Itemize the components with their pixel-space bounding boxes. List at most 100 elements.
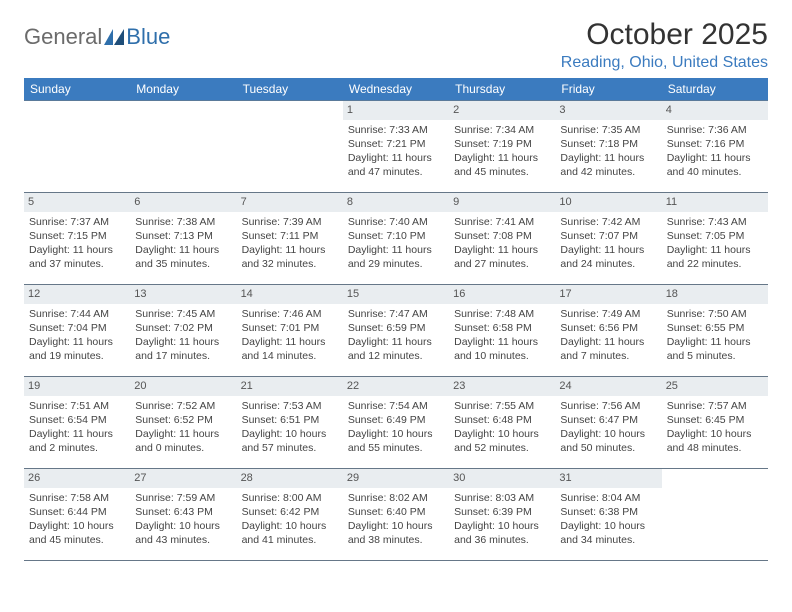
day-detail-text: Sunrise: 8:00 AMSunset: 6:42 PMDaylight:… xyxy=(242,491,338,548)
day-number: 25 xyxy=(662,377,768,396)
day-detail-text: Sunrise: 7:46 AMSunset: 7:01 PMDaylight:… xyxy=(242,307,338,364)
calendar-page: General Blue October 2025 Reading, Ohio,… xyxy=(0,0,792,612)
calendar-day-cell: 15 Sunrise: 7:47 AMSunset: 6:59 PMDayligh… xyxy=(343,285,449,377)
brand-mark-icon xyxy=(104,29,124,45)
day-number: 8 xyxy=(343,193,449,212)
day-detail-text: Sunrise: 7:43 AMSunset: 7:05 PMDaylight:… xyxy=(667,215,763,272)
calendar-empty-cell: . xyxy=(662,469,768,561)
calendar-empty-cell: . xyxy=(130,101,236,193)
calendar-week-row: 19 Sunrise: 7:51 AMSunset: 6:54 PMDayligh… xyxy=(24,377,768,469)
day-number: 5 xyxy=(24,193,130,212)
day-detail-text: Sunrise: 7:47 AMSunset: 6:59 PMDaylight:… xyxy=(348,307,444,364)
day-detail-text: Sunrise: 7:49 AMSunset: 6:56 PMDaylight:… xyxy=(560,307,656,364)
calendar-day-cell: 30Sunrise: 8:03 AMSunset: 6:39 PMDayligh… xyxy=(449,469,555,561)
calendar-day-cell: 7Sunrise: 7:39 AMSunset: 7:11 PMDaylight… xyxy=(237,193,343,285)
calendar-day-cell: 16Sunrise: 7:48 AMSunset: 6:58 PMDayligh… xyxy=(449,285,555,377)
day-number: 17 xyxy=(555,285,661,304)
day-number: 24 xyxy=(555,377,661,396)
weekday-header: Sunday xyxy=(24,78,130,101)
day-number: 12 xyxy=(24,285,130,304)
calendar-table: SundayMondayTuesdayWednesdayThursdayFrid… xyxy=(24,78,768,561)
day-number: 29 xyxy=(343,469,449,488)
day-number: 26 xyxy=(24,469,130,488)
day-detail-text: Sunrise: 7:54 AMSunset: 6:49 PMDaylight:… xyxy=(348,399,444,456)
weekday-header: Friday xyxy=(555,78,661,101)
day-number: 14 xyxy=(237,285,343,304)
day-number: 15 xyxy=(343,285,449,304)
calendar-week-row: ...1Sunrise: 7:33 AMSunset: 7:21 PMDayli… xyxy=(24,101,768,193)
day-detail-text: Sunrise: 7:53 AMSunset: 6:51 PMDaylight:… xyxy=(242,399,338,456)
page-header: General Blue October 2025 Reading, Ohio,… xyxy=(24,18,768,72)
day-number: 21 xyxy=(237,377,343,396)
calendar-day-cell: 24 Sunrise: 7:56 AMSunset: 6:47 PMDayligh… xyxy=(555,377,661,469)
weekday-header: Wednesday xyxy=(343,78,449,101)
day-number: 27 xyxy=(130,469,236,488)
calendar-day-cell: 29 Sunrise: 8:02 AMSunset: 6:40 PMDayligh… xyxy=(343,469,449,561)
weekday-header: Tuesday xyxy=(237,78,343,101)
day-detail-text: Sunrise: 7:41 AMSunset: 7:08 PMDaylight:… xyxy=(454,215,550,272)
day-detail-text: Sunrise: 7:36 AMSunset: 7:16 PMDaylight:… xyxy=(667,123,763,180)
day-detail-text: Sunrise: 7:59 AMSunset: 6:43 PMDaylight:… xyxy=(135,491,231,548)
day-detail-text: Sunrise: 7:56 AMSunset: 6:47 PMDaylight:… xyxy=(560,399,656,456)
calendar-day-cell: 12Sunrise: 7:44 AMSunset: 7:04 PMDayligh… xyxy=(24,285,130,377)
day-detail-text: Sunrise: 7:45 AMSunset: 7:02 PMDaylight:… xyxy=(135,307,231,364)
day-detail-text: Sunrise: 7:51 AMSunset: 6:54 PMDaylight:… xyxy=(29,399,125,456)
day-detail-text: Sunrise: 7:57 AMSunset: 6:45 PMDaylight:… xyxy=(667,399,763,456)
title-block: October 2025 Reading, Ohio, United State… xyxy=(561,18,768,72)
day-number: 3 xyxy=(555,101,661,120)
day-detail-text: Sunrise: 7:33 AMSunset: 7:21 PMDaylight:… xyxy=(348,123,444,180)
weekday-header: Monday xyxy=(130,78,236,101)
day-detail-text: Sunrise: 7:52 AMSunset: 6:52 PMDaylight:… xyxy=(135,399,231,456)
calendar-empty-cell: . xyxy=(24,101,130,193)
calendar-day-cell: 14 Sunrise: 7:46 AMSunset: 7:01 PMDayligh… xyxy=(237,285,343,377)
calendar-empty-cell: . xyxy=(237,101,343,193)
day-detail-text: Sunrise: 7:55 AMSunset: 6:48 PMDaylight:… xyxy=(454,399,550,456)
day-detail-text: Sunrise: 8:02 AMSunset: 6:40 PMDaylight:… xyxy=(348,491,444,548)
day-detail-text: Sunrise: 7:40 AMSunset: 7:10 PMDaylight:… xyxy=(348,215,444,272)
calendar-day-cell: 11 Sunrise: 7:43 AMSunset: 7:05 PMDayligh… xyxy=(662,193,768,285)
calendar-day-cell: 28 Sunrise: 8:00 AMSunset: 6:42 PMDayligh… xyxy=(237,469,343,561)
calendar-day-cell: 2 Sunrise: 7:34 AMSunset: 7:19 PMDaylight… xyxy=(449,101,555,193)
brand-part2: Blue xyxy=(126,24,170,50)
calendar-day-cell: 31Sunrise: 8:04 AMSunset: 6:38 PMDayligh… xyxy=(555,469,661,561)
day-number: 23 xyxy=(449,377,555,396)
calendar-day-cell: 4 Sunrise: 7:36 AMSunset: 7:16 PMDaylight… xyxy=(662,101,768,193)
day-number: 28 xyxy=(237,469,343,488)
day-detail-text: Sunrise: 7:50 AMSunset: 6:55 PMDaylight:… xyxy=(667,307,763,364)
calendar-day-cell: 18 Sunrise: 7:50 AMSunset: 6:55 PMDayligh… xyxy=(662,285,768,377)
calendar-day-cell: 22Sunrise: 7:54 AMSunset: 6:49 PMDayligh… xyxy=(343,377,449,469)
day-number: 11 xyxy=(662,193,768,212)
calendar-day-cell: 23 Sunrise: 7:55 AMSunset: 6:48 PMDayligh… xyxy=(449,377,555,469)
calendar-body: ...1Sunrise: 7:33 AMSunset: 7:21 PMDayli… xyxy=(24,101,768,561)
calendar-day-cell: 20Sunrise: 7:52 AMSunset: 6:52 PMDayligh… xyxy=(130,377,236,469)
calendar-day-cell: 13Sunrise: 7:45 AMSunset: 7:02 PMDayligh… xyxy=(130,285,236,377)
calendar-week-row: 26Sunrise: 7:58 AMSunset: 6:44 PMDayligh… xyxy=(24,469,768,561)
calendar-week-row: 12Sunrise: 7:44 AMSunset: 7:04 PMDayligh… xyxy=(24,285,768,377)
calendar-header-row: SundayMondayTuesdayWednesdayThursdayFrid… xyxy=(24,78,768,101)
calendar-day-cell: 5 Sunrise: 7:37 AMSunset: 7:15 PMDaylight… xyxy=(24,193,130,285)
calendar-day-cell: 25 Sunrise: 7:57 AMSunset: 6:45 PMDayligh… xyxy=(662,377,768,469)
day-number: 16 xyxy=(449,285,555,304)
day-number: 1 xyxy=(343,101,449,120)
day-detail-text: Sunrise: 8:03 AMSunset: 6:39 PMDaylight:… xyxy=(454,491,550,548)
day-detail-text: Sunrise: 8:04 AMSunset: 6:38 PMDaylight:… xyxy=(560,491,656,548)
location-subtitle: Reading, Ohio, United States xyxy=(561,54,768,72)
day-number: 19 xyxy=(24,377,130,396)
day-number: 7 xyxy=(237,193,343,212)
day-number: 2 xyxy=(449,101,555,120)
day-detail-text: Sunrise: 7:34 AMSunset: 7:19 PMDaylight:… xyxy=(454,123,550,180)
brand-part1: General xyxy=(24,24,102,50)
calendar-day-cell: 26Sunrise: 7:58 AMSunset: 6:44 PMDayligh… xyxy=(24,469,130,561)
day-number: 4 xyxy=(662,101,768,120)
day-number: 10 xyxy=(555,193,661,212)
day-number: 18 xyxy=(662,285,768,304)
calendar-day-cell: 3 Sunrise: 7:35 AMSunset: 7:18 PMDaylight… xyxy=(555,101,661,193)
brand-logo: General Blue xyxy=(24,24,170,50)
calendar-day-cell: 1 Sunrise: 7:33 AMSunset: 7:21 PMDaylight… xyxy=(343,101,449,193)
day-detail-text: Sunrise: 7:35 AMSunset: 7:18 PMDaylight:… xyxy=(560,123,656,180)
day-detail-text: Sunrise: 7:37 AMSunset: 7:15 PMDaylight:… xyxy=(29,215,125,272)
weekday-header: Saturday xyxy=(662,78,768,101)
calendar-day-cell: 8 Sunrise: 7:40 AMSunset: 7:10 PMDaylight… xyxy=(343,193,449,285)
calendar-day-cell: 21 Sunrise: 7:53 AMSunset: 6:51 PMDayligh… xyxy=(237,377,343,469)
day-number: 9 xyxy=(449,193,555,212)
